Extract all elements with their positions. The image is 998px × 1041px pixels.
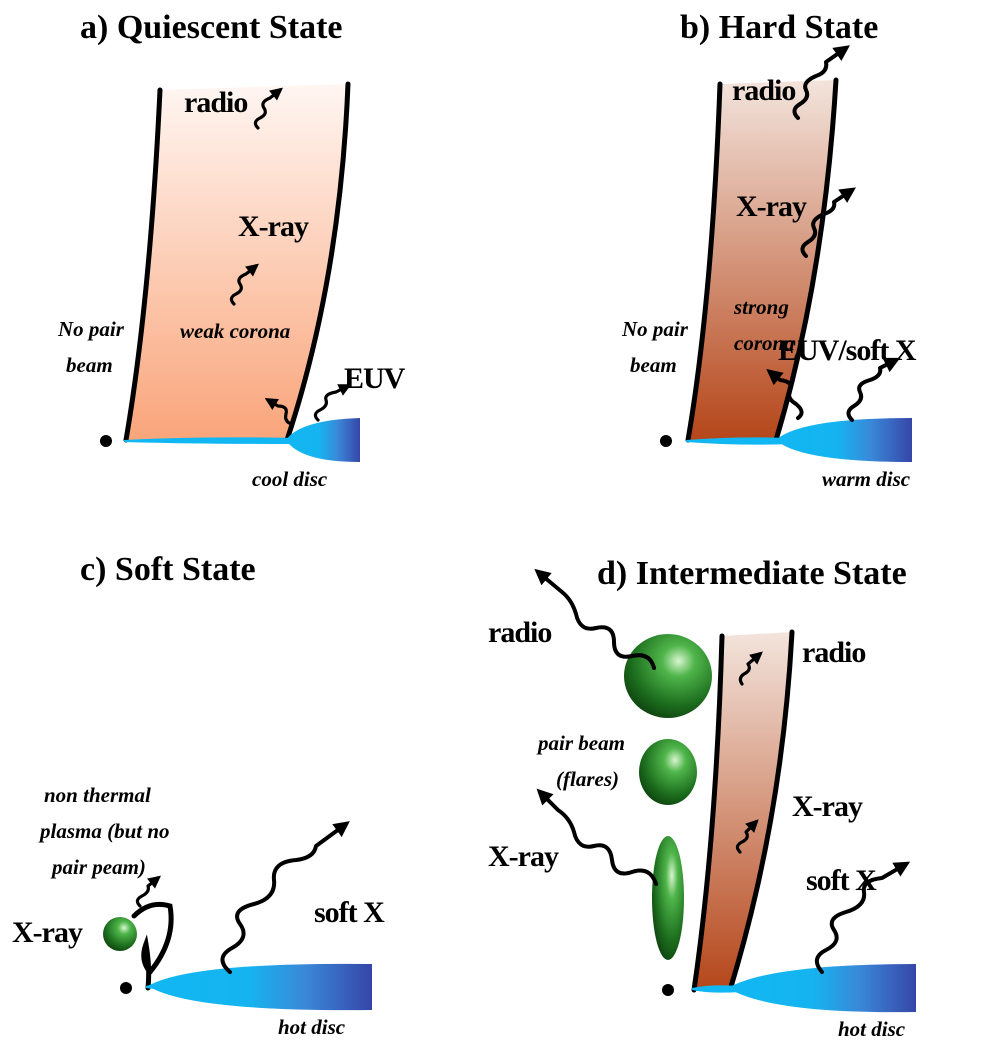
xray-right-label-d: X-ray — [792, 790, 863, 823]
disc-label-a: cool disc — [252, 467, 328, 491]
disc-b — [776, 418, 912, 462]
panel-a: a) Quiescent State radio X-ray weak coro… — [57, 9, 407, 491]
no-pair-a-1: No pair — [57, 317, 125, 341]
no-pair-a-2: beam — [66, 353, 113, 377]
radio-label-a: radio — [184, 86, 247, 119]
radio-left-wave-d — [534, 568, 656, 670]
softx-label-d: soft X — [806, 864, 877, 897]
jet-b-left-wall — [685, 81, 723, 443]
black-hole-c — [120, 982, 132, 994]
loop-c — [131, 901, 174, 991]
jet-a-right-wall — [284, 81, 351, 443]
disc-d — [728, 964, 916, 1013]
euv-wave-b-1 — [766, 369, 804, 420]
panel-b: b) Hard State radio X-ray strong corona … — [621, 9, 918, 491]
panel-d: d) Intermediate State radio radio pair b… — [488, 555, 916, 1041]
softx-label-c: soft X — [314, 896, 385, 929]
nonthermal-wave — [135, 875, 161, 908]
plasma-blob-d-small — [652, 836, 684, 960]
nonthermal-1: non thermal — [44, 783, 151, 807]
plasma-blob-d-large — [624, 634, 712, 718]
panel-c-title: c) Soft State — [80, 551, 256, 588]
nonthermal-2: plasma (but no — [38, 819, 170, 843]
plasma-blob-c — [103, 917, 137, 951]
jet-d — [694, 632, 792, 990]
strong-corona-1: strong — [733, 295, 789, 319]
jet-d-right-wall — [727, 629, 795, 993]
radio-right-label-d: radio — [802, 636, 865, 669]
euv-wave-a-2 — [313, 384, 352, 422]
xray-wave-a — [229, 263, 259, 306]
panel-d-title: d) Intermediate State — [597, 555, 907, 592]
black-hole-a — [100, 435, 112, 447]
disc-b-inner — [686, 437, 790, 445]
pair-beam-1: pair beam — [536, 731, 625, 755]
softx-wave-c — [220, 821, 350, 974]
disc-label-c: hot disc — [278, 1015, 346, 1039]
panel-b-title: b) Hard State — [680, 9, 878, 46]
radio-left-label-d: radio — [488, 616, 551, 649]
disc-a-inner — [124, 437, 300, 444]
strong-corona-2: corona — [734, 331, 795, 355]
xray-wave-b — [800, 187, 856, 258]
xray-right-wave-d — [735, 819, 759, 854]
plasma-blob-d-medium — [639, 739, 697, 805]
weak-corona-label: weak corona — [180, 319, 290, 343]
disc-label-b: warm disc — [822, 467, 911, 491]
xray-label-c: X-ray — [12, 916, 83, 949]
radio-right-wave-d — [738, 651, 763, 686]
no-pair-b-1: No pair — [621, 317, 689, 341]
panel-a-title: a) Quiescent State — [80, 9, 343, 46]
jet-a — [126, 84, 348, 440]
xray-label-b: X-ray — [736, 190, 807, 223]
disc-d-inner — [692, 985, 740, 993]
black-hole-b — [660, 435, 672, 447]
no-pair-b-2: beam — [630, 353, 677, 377]
radio-label-b: radio — [732, 74, 795, 107]
xray-left-label-d: X-ray — [488, 840, 559, 873]
jet-a-left-wall — [123, 87, 163, 443]
pair-beam-2: (flares) — [556, 767, 619, 791]
euv-wave-a-1 — [264, 398, 294, 426]
black-hole-d — [662, 984, 674, 996]
nonthermal-3: pair peam) — [50, 855, 146, 879]
euv-wave-b-2 — [846, 357, 901, 422]
disc-c — [148, 963, 372, 1011]
xray-left-wave-d — [536, 788, 658, 886]
euv-label-a: EUV — [344, 362, 406, 395]
xray-label-a: X-ray — [238, 210, 309, 243]
radio-wave-b — [792, 45, 850, 120]
radio-wave-a — [253, 87, 283, 130]
panel-c: c) Soft State non thermal plasma (but no… — [12, 551, 386, 1039]
softx-wave-d — [814, 861, 911, 974]
disc-a — [286, 418, 360, 462]
disc-label-d: hot disc — [838, 1017, 906, 1041]
jet-d-left-wall — [691, 633, 725, 993]
